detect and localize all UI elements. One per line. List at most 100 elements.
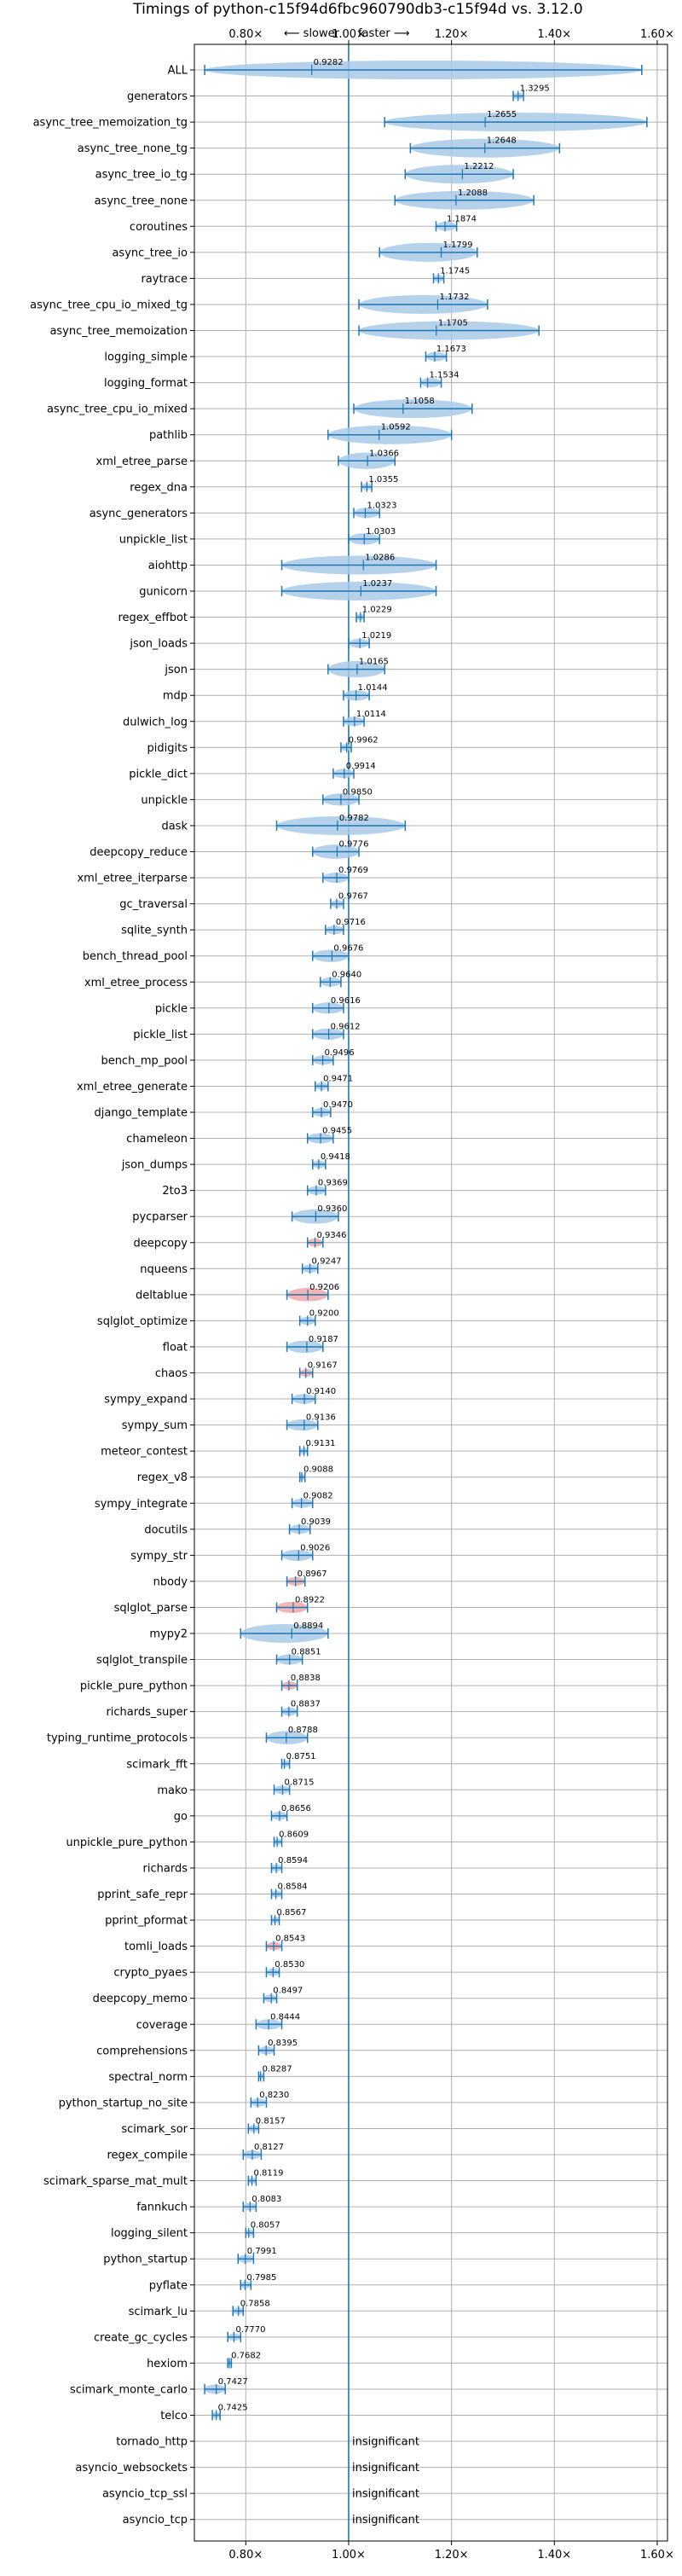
benchmark-label: xml_etree_iterparse	[77, 873, 188, 885]
value-label: 1.0323	[367, 501, 396, 510]
benchmark-label: deepcopy_reduce	[90, 846, 188, 859]
value-label: 1.2212	[464, 162, 494, 171]
benchmark-label: coverage	[136, 2019, 188, 2032]
benchmark-label: nbody	[153, 1575, 188, 1588]
value-label: 1.1673	[436, 345, 466, 354]
x-tick-label-top: 0.80×	[228, 28, 263, 41]
benchmark-label: logging_simple	[104, 351, 188, 364]
benchmark-label: xml_etree_process	[84, 977, 188, 989]
value-label: 0.9039	[301, 1517, 331, 1527]
x-tick-label-top: 1.00×	[332, 28, 366, 41]
benchmark-label: python_startup	[103, 2254, 188, 2266]
benchmark-label: gc_traversal	[119, 898, 188, 911]
value-label: 0.9471	[323, 1074, 353, 1083]
value-label: 0.9206	[309, 1283, 339, 1292]
rows-layer: ALL 0.9282 generators 1.3295 async_tree_memo…	[30, 58, 648, 2527]
benchmark-label: crypto_pyaes	[113, 1967, 188, 1980]
value-label: 0.9496	[325, 1048, 355, 1058]
benchmark-label: pickle_list	[133, 1029, 188, 1041]
value-label: 0.8894	[293, 1622, 323, 1631]
value-label: 1.1058	[405, 397, 435, 406]
benchmark-label: sqlglot_transpile	[96, 1654, 188, 1667]
value-label: 0.7770	[235, 2325, 265, 2335]
value-label: 0.8057	[251, 2221, 280, 2231]
benchmark-label: spectral_norm	[108, 2071, 188, 2084]
value-label: 1.1799	[443, 241, 473, 250]
insignificant-label: insignificant	[352, 2462, 419, 2474]
benchmark-label: richards_super	[106, 1706, 188, 1719]
benchmark-label: mypy2	[149, 1628, 188, 1641]
value-label: 0.9088	[303, 1465, 333, 1475]
value-label: 0.8751	[286, 1752, 316, 1761]
benchmark-label: async_tree_io_tg	[95, 169, 188, 182]
value-label: 1.0286	[365, 553, 395, 562]
value-label: 0.9455	[322, 1127, 352, 1136]
benchmark-label: mdp	[163, 690, 188, 703]
benchmark-label: json_dumps	[121, 1159, 188, 1172]
value-label: 0.8922	[295, 1595, 325, 1604]
value-label: 0.9140	[306, 1387, 336, 1396]
benchmark-label: asyncio_websockets	[75, 2462, 188, 2474]
benchmark-label: async_tree_cpu_io_mixed	[47, 403, 188, 416]
value-label: 0.9616	[331, 996, 361, 1006]
value-label: 1.1874	[447, 214, 477, 223]
benchmark-label: fannkuch	[136, 2202, 188, 2214]
value-label: 1.1745	[440, 266, 470, 276]
benchmark-label: docutils	[144, 1523, 188, 1536]
benchmark-label: sqlite_synth	[121, 925, 188, 937]
value-label: 1.0144	[358, 683, 388, 693]
benchmark-label: bench_thread_pool	[83, 950, 188, 963]
value-label: 0.9026	[300, 1543, 330, 1552]
benchmark-label: create_gc_cycles	[94, 2331, 188, 2344]
x-tick-label-top: 1.60×	[640, 28, 674, 41]
x-tick-label-top: 1.40×	[537, 28, 571, 41]
insignificant-label: insignificant	[352, 2514, 419, 2527]
benchmark-label: scimark_lu	[129, 2306, 188, 2318]
benchmark-label: aiohttp	[148, 560, 188, 572]
value-label: 1.0366	[369, 449, 399, 458]
insignificant-label: insignificant	[352, 2436, 419, 2449]
benchmark-label: asyncio_tcp	[123, 2514, 188, 2527]
value-label: 1.2655	[487, 110, 517, 119]
value-label: 0.9676	[333, 944, 363, 954]
benchmark-label: sqlglot_parse	[114, 1602, 188, 1615]
benchmark-label: dulwich_log	[123, 716, 188, 728]
benchmark-label: unpickle_pure_python	[66, 1836, 188, 1849]
benchmark-label: pycparser	[132, 1211, 188, 1224]
benchmark-label: async_tree_none_tg	[78, 142, 188, 155]
x-tick-label-bottom: 0.80×	[228, 2549, 263, 2561]
value-label: 0.8567	[277, 1908, 307, 1917]
value-label: 1.0592	[381, 423, 411, 432]
benchmark-label: regex_effbot	[118, 612, 188, 624]
value-label: 0.9470	[323, 1100, 353, 1110]
benchmark-label: scimark_sor	[121, 2123, 188, 2136]
value-label: 0.8851	[292, 1648, 321, 1657]
value-label: 1.2088	[458, 189, 488, 198]
benchmark-label: django_template	[95, 1107, 188, 1120]
value-label: 0.8230	[259, 2091, 289, 2100]
benchmark-label: meteor_contest	[101, 1446, 188, 1459]
benchmark-label: hexiom	[147, 2358, 188, 2370]
benchmark-label: json	[164, 664, 188, 676]
value-label: 0.8609	[279, 1830, 309, 1839]
benchmark-label: regex_dna	[130, 481, 188, 494]
value-label: 1.0219	[361, 631, 391, 641]
benchmark-label: float	[163, 1341, 188, 1354]
benchmark-label: deltablue	[136, 1289, 188, 1302]
benchmark-label: richards	[143, 1862, 188, 1875]
value-label: 0.7682	[231, 2351, 261, 2360]
benchmark-label: async_tree_memoization_tg	[33, 117, 188, 130]
benchmark-label: pickle	[155, 1002, 188, 1015]
value-label: 1.0237	[362, 579, 392, 589]
faster-label: faster ⟶	[358, 27, 410, 40]
benchmark-label: pprint_safe_repr	[97, 1888, 188, 1901]
value-label: 0.8838	[291, 1674, 321, 1683]
benchmark-label: comprehensions	[96, 2045, 188, 2057]
benchmark-label: raytrace	[141, 273, 188, 286]
benchmark-label: python_startup_no_site	[59, 2097, 188, 2109]
benchmark-label: scimark_sparse_mat_mult	[43, 2175, 188, 2188]
value-label: 0.9776	[338, 840, 368, 850]
value-label: 0.9962	[349, 735, 379, 745]
value-label: 0.7858	[240, 2299, 270, 2308]
